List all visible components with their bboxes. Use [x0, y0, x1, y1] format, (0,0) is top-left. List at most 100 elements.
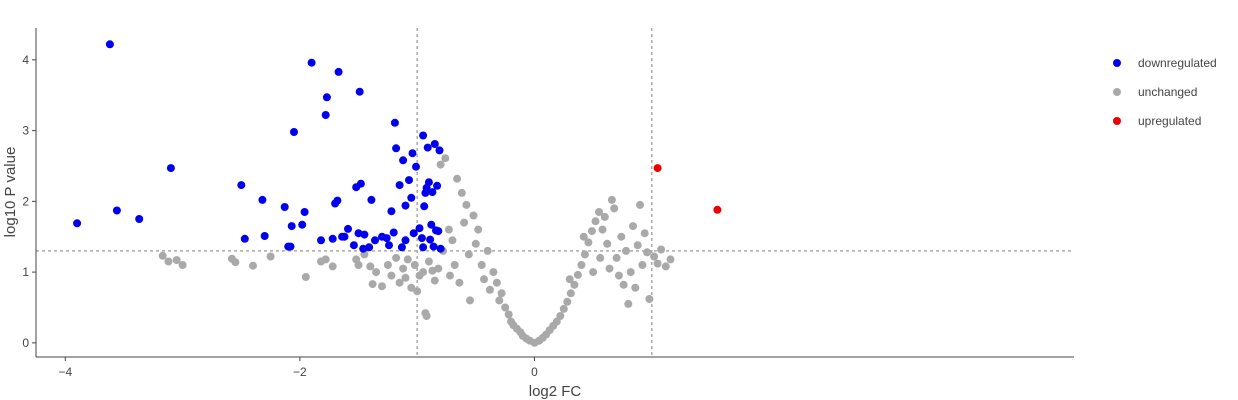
y-tick-labels: 0 1 2 3 4 — [22, 53, 36, 350]
unchanged-point-10 — [321, 255, 330, 264]
unchanged-point-111 — [579, 232, 588, 241]
unchanged-point-105 — [650, 252, 659, 261]
downregulated-point-18 — [321, 111, 330, 119]
downregulated-point-51 — [408, 149, 417, 158]
unchanged-point-90 — [612, 253, 621, 262]
y-tick-label-1: 1 — [22, 265, 29, 279]
unchanged-point-0 — [158, 251, 167, 260]
unchanged-point-101 — [638, 261, 647, 269]
downregulated-point-62 — [424, 178, 433, 187]
downregulated-point-27 — [349, 241, 358, 250]
unchanged-point-53 — [492, 278, 501, 287]
y-tick-label-4: 4 — [22, 53, 29, 67]
plot-area — [35, 28, 1074, 358]
downregulated-point-30 — [355, 87, 364, 96]
unchanged-point-87 — [605, 264, 614, 273]
downregulated-point-58 — [420, 202, 429, 211]
unchanged-point-33 — [424, 257, 433, 266]
unchanged-point-112 — [589, 268, 598, 277]
unchanged-point-116 — [450, 261, 459, 269]
unchanged-point-20 — [387, 271, 396, 280]
unchanged-point-56 — [501, 303, 510, 312]
downregulated-point-49 — [405, 176, 413, 185]
downregulated-point-72 — [436, 244, 445, 253]
unchanged-point-95 — [624, 299, 633, 308]
downregulated-point-25 — [340, 232, 349, 241]
downregulated-point-46 — [399, 156, 408, 165]
y-tick-label-2: 2 — [22, 194, 29, 208]
y-tick-label-0: 0 — [22, 336, 29, 350]
unchanged-point-78 — [577, 261, 586, 269]
unchanged-point-106 — [653, 259, 662, 268]
unchanged-legend-marker — [1113, 88, 1121, 96]
downregulated-point-26 — [344, 224, 352, 233]
upregulated-legend-label: upregulated — [1138, 114, 1201, 128]
unchanged-point-93 — [619, 280, 628, 289]
unchanged-point-119 — [434, 264, 443, 273]
legend-item-upregulated[interactable]: upregulated — [1113, 114, 1201, 128]
unchanged-point-72 — [556, 312, 565, 320]
unchanged-point-94 — [622, 246, 630, 255]
unchanged-point-37 — [441, 154, 450, 163]
unchanged-point-115 — [455, 278, 464, 287]
downregulated-point-61 — [423, 143, 432, 152]
unchanged-point-41 — [457, 188, 466, 197]
unchanged-point-73 — [559, 304, 568, 313]
unchanged-point-113 — [596, 253, 605, 262]
unchanged-point-96 — [626, 268, 635, 277]
unchanged-point-80 — [584, 238, 593, 247]
downregulated-point-22 — [333, 196, 342, 205]
unchanged-point-117 — [446, 271, 454, 280]
unchanged-point-57 — [504, 310, 513, 319]
x-axis-title: log2 FC — [529, 383, 582, 400]
unchanged-point-8 — [301, 273, 310, 281]
downregulated-point-8 — [260, 232, 269, 240]
downregulated-point-66 — [429, 242, 438, 251]
downregulated-point-3 — [135, 215, 144, 223]
downregulated-point-13 — [290, 128, 298, 136]
unchanged-point-48 — [477, 261, 486, 269]
x-tick-label-0: −4 — [58, 365, 72, 379]
legend[interactable]: downregulated unchanged upregulated — [1113, 56, 1217, 128]
unchanged-point-42 — [462, 200, 471, 209]
unchanged-point-19 — [383, 261, 392, 269]
unchanged-point-24 — [401, 273, 410, 282]
unchanged-point-86 — [603, 239, 612, 248]
series-upregulated — [653, 164, 722, 214]
x-tick-label-2: 0 — [531, 365, 538, 379]
unchanged-point-38 — [444, 225, 453, 234]
series-unchanged — [158, 154, 675, 347]
unchanged-point-40 — [453, 174, 462, 183]
unchanged-point-97 — [629, 222, 637, 231]
legend-item-downregulated[interactable]: downregulated — [1113, 56, 1217, 70]
x-tick-labels: −4 −2 0 — [58, 357, 538, 379]
downregulated-point-20 — [328, 234, 337, 243]
downregulated-legend-marker — [1113, 59, 1121, 67]
downregulated-point-70 — [434, 227, 443, 236]
unchanged-point-16 — [368, 280, 377, 289]
unchanged-point-79 — [580, 250, 589, 259]
unchanged-point-6 — [249, 261, 257, 270]
downregulated-point-40 — [387, 207, 396, 216]
unchanged-point-81 — [587, 227, 596, 236]
downregulated-point-56 — [419, 243, 428, 252]
unchanged-legend-label: unchanged — [1138, 85, 1197, 99]
unchanged-point-114 — [460, 218, 469, 227]
downregulated-point-41 — [389, 228, 398, 237]
downregulated-point-47 — [401, 201, 410, 210]
unchanged-point-107 — [657, 245, 666, 254]
unchanged-point-103 — [643, 248, 652, 257]
unchanged-point-7 — [266, 252, 275, 261]
downregulated-point-39 — [385, 241, 393, 250]
unchanged-point-99 — [633, 241, 642, 250]
unchanged-point-92 — [617, 232, 626, 241]
series-downregulated — [73, 40, 445, 253]
unchanged-point-54 — [495, 296, 504, 305]
unchanged-point-36 — [436, 160, 445, 169]
unchanged-point-52 — [489, 268, 498, 277]
y-axis-title: log10 P value — [2, 147, 19, 238]
downregulated-point-71 — [435, 146, 444, 155]
unchanged-point-109 — [666, 255, 675, 264]
downregulated-point-6 — [240, 234, 249, 243]
legend-item-unchanged[interactable]: unchanged — [1113, 85, 1197, 99]
